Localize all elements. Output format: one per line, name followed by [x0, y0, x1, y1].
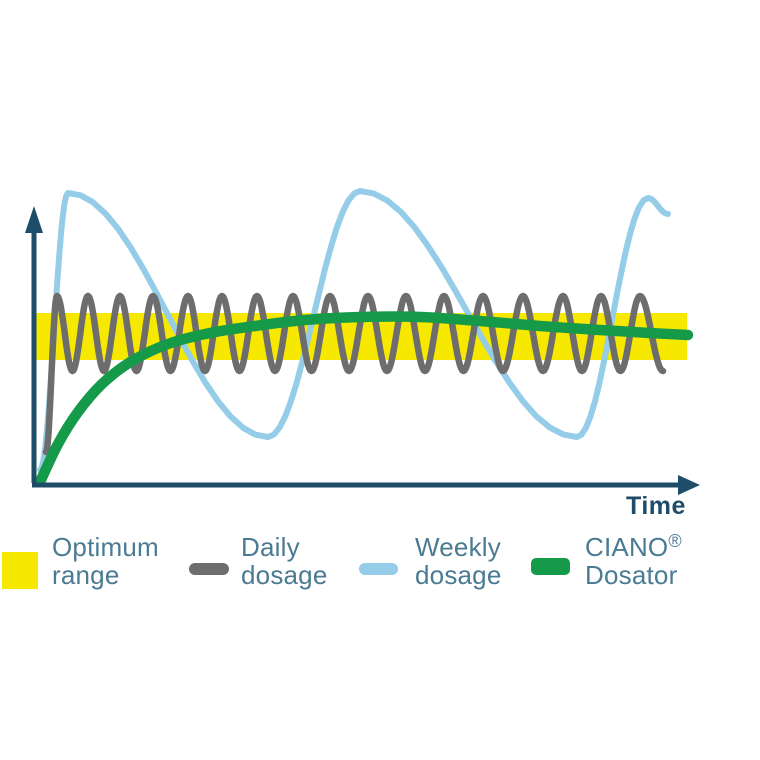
ciano-dosator-line	[34, 311, 694, 488]
daily-dosage-line	[42, 292, 667, 456]
weekly-dosage-line	[37, 188, 671, 473]
x-axis-time-label: Time	[626, 492, 686, 520]
x-axis-arrowhead	[678, 475, 700, 495]
y-axis-arrowhead	[25, 206, 43, 233]
